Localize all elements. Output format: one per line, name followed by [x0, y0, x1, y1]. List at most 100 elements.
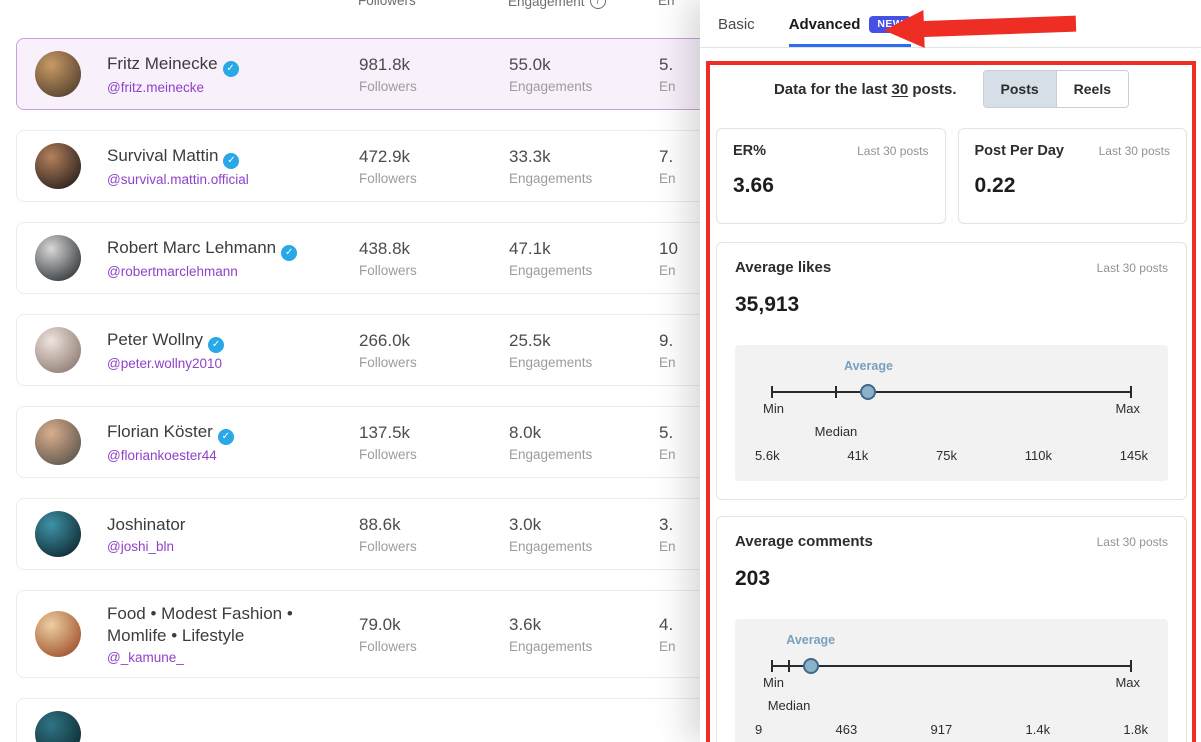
details-panel: Basic Advanced NEW Data for the last 30 … [700, 0, 1201, 742]
extra-cell: 10 En [659, 239, 809, 278]
verified-badge-icon: ✓ [223, 152, 240, 169]
influencer-handle[interactable]: @survival.mattin.official [107, 171, 249, 187]
extra-label: En [659, 354, 676, 370]
engagements-label: Engagements [509, 446, 593, 462]
stat-card: ER% Last 30 posts 3.66 [716, 128, 946, 224]
engagements-cell: 33.3k Engagements [509, 147, 659, 186]
metric-card: Average likes Last 30 posts 35,913 Avera… [716, 242, 1187, 500]
scale-value: 9 [755, 722, 763, 737]
verified-badge-icon: ✓ [217, 428, 234, 445]
scale-row: 9 463 917 1.4k 1.8k [755, 722, 1148, 737]
info-icon[interactable]: i [589, 0, 606, 9]
engagements-label: Engagements [509, 638, 593, 654]
influencer-handle[interactable]: @fritz.meinecke [107, 79, 204, 95]
influencer-name-line: Florian Köster ✓ [107, 421, 345, 445]
engagements-cell: 25.5k Engagements [509, 331, 659, 370]
influencer-name: Food • Modest Fashion • Momlife • Lifest… [107, 604, 293, 646]
influencer-handle[interactable]: @_kamune_ [107, 650, 184, 666]
metric-card: Average comments Last 30 posts 203 Avera… [716, 516, 1187, 742]
scale-value: 75k [936, 448, 958, 463]
extra-cell: 5. En [659, 55, 809, 94]
min-tick [771, 660, 773, 672]
engagements-value: 3.6k [509, 614, 542, 634]
scale-value: 145k [1119, 448, 1148, 463]
influencer-name-cell: Food • Modest Fashion • Momlife • Lifest… [107, 603, 345, 665]
reels-toggle-button[interactable]: Reels [1055, 71, 1129, 107]
slider-inner: Average Min Max Median 5.6k 41k 75k 110k 145… [755, 345, 1148, 481]
influencer-name-line: Peter Wollny ✓ [107, 329, 345, 353]
avatar [35, 711, 81, 742]
verified-badge-icon: ✓ [208, 336, 225, 353]
followers-cell [359, 732, 509, 736]
posts-count[interactable]: 30 [891, 80, 909, 98]
engagements-label: Engagements [509, 538, 593, 554]
extra-value: 4. [659, 614, 674, 634]
stat-card: Post Per Day Last 30 posts 0.22 [957, 128, 1187, 224]
distribution-slider: Average Min Max Median 5.6k 41k 75k 110k 145… [735, 345, 1168, 481]
influencer-handle[interactable]: @peter.wollny2010 [107, 355, 223, 371]
metric-period: Last 30 posts [1096, 534, 1168, 549]
stat-period: Last 30 posts [1098, 144, 1170, 158]
engagements-cell: 3.6k Engagements [509, 615, 659, 654]
stat-value: 0.22 [974, 174, 1016, 197]
panel-tabs: Basic Advanced NEW [700, 0, 1201, 48]
tab-basic[interactable]: Basic [718, 16, 755, 33]
average-label: Average [844, 359, 893, 373]
extra-cell: 3. En [659, 515, 809, 554]
stat-label: ER% [733, 143, 767, 159]
influencer-handle[interactable]: @floriankoester44 [107, 447, 217, 463]
influencer-name-cell: Joshinator✓ @joshi_bln [107, 514, 345, 554]
metric-label: Average comments [735, 533, 873, 550]
extra-value: 10 [659, 238, 678, 258]
extra-value: 5. [659, 422, 674, 442]
posts-toggle-button[interactable]: Posts [983, 71, 1056, 107]
engagements-cell [509, 732, 659, 736]
slider-track [771, 665, 1132, 667]
engagements-value: 55.0k [509, 54, 551, 74]
engagements-label: Engagements [509, 262, 593, 278]
verified-badge-icon: ✓ [222, 60, 239, 77]
avatar [35, 143, 81, 189]
max-tick [1130, 660, 1132, 672]
followers-value: 981.8k [359, 54, 411, 74]
engagements-label: Engagements [509, 78, 593, 94]
stat-cards-row: ER% Last 30 posts 3.66 Post Per Day Last… [716, 128, 1187, 224]
extra-cell: 7. En [659, 147, 809, 186]
median-label: Median [767, 698, 811, 713]
stat-value: 3.66 [733, 174, 774, 197]
engagement-header-label: Engagement [508, 0, 585, 9]
influencer-name-cell: Peter Wollny ✓ @peter.wollny2010 [107, 329, 345, 371]
metric-value: 35,913 [735, 293, 800, 316]
extra-label: En [659, 638, 676, 654]
followers-cell: 79.0k Followers [359, 615, 509, 654]
scale-row: 5.6k 41k 75k 110k 145k [755, 448, 1148, 463]
avatar [35, 419, 81, 465]
avatar [35, 51, 81, 97]
influencer-name: Fritz Meinecke [107, 54, 218, 74]
influencer-name: Joshinator [107, 514, 186, 534]
followers-value: 137.5k [359, 422, 411, 442]
influencer-name-line: Food • Modest Fashion • Momlife • Lifest… [107, 603, 345, 647]
followers-cell: 266.0k Followers [359, 331, 509, 370]
extra-label: En [659, 78, 676, 94]
followers-cell: 438.8k Followers [359, 239, 509, 278]
followers-cell: 472.9k Followers [359, 147, 509, 186]
influencer-handle[interactable]: @joshi_bln [107, 539, 174, 555]
median-label: Median [814, 424, 858, 439]
engagements-label: Engagements [509, 170, 593, 186]
followers-column-header: Followers [358, 0, 416, 8]
filter-bar: Data for the last 30 posts. Posts Reels [716, 70, 1187, 108]
influencer-name-cell: Florian Köster ✓ @floriankoester44 [107, 421, 345, 463]
panel-body: Data for the last 30 posts. Posts Reels … [700, 48, 1201, 742]
scale-value: 41k [847, 448, 869, 463]
followers-value: 472.9k [359, 146, 411, 166]
engagements-value: 47.1k [509, 238, 551, 258]
avatar [35, 327, 81, 373]
scale-value: 1.4k [1025, 722, 1051, 737]
scale-value: 110k [1024, 448, 1052, 463]
influencer-name: Peter Wollny [107, 330, 204, 350]
extra-value: 5. [659, 54, 674, 74]
avatar [35, 235, 81, 281]
avatar [35, 511, 81, 557]
influencer-handle[interactable]: @robertmarclehmann [107, 263, 238, 279]
